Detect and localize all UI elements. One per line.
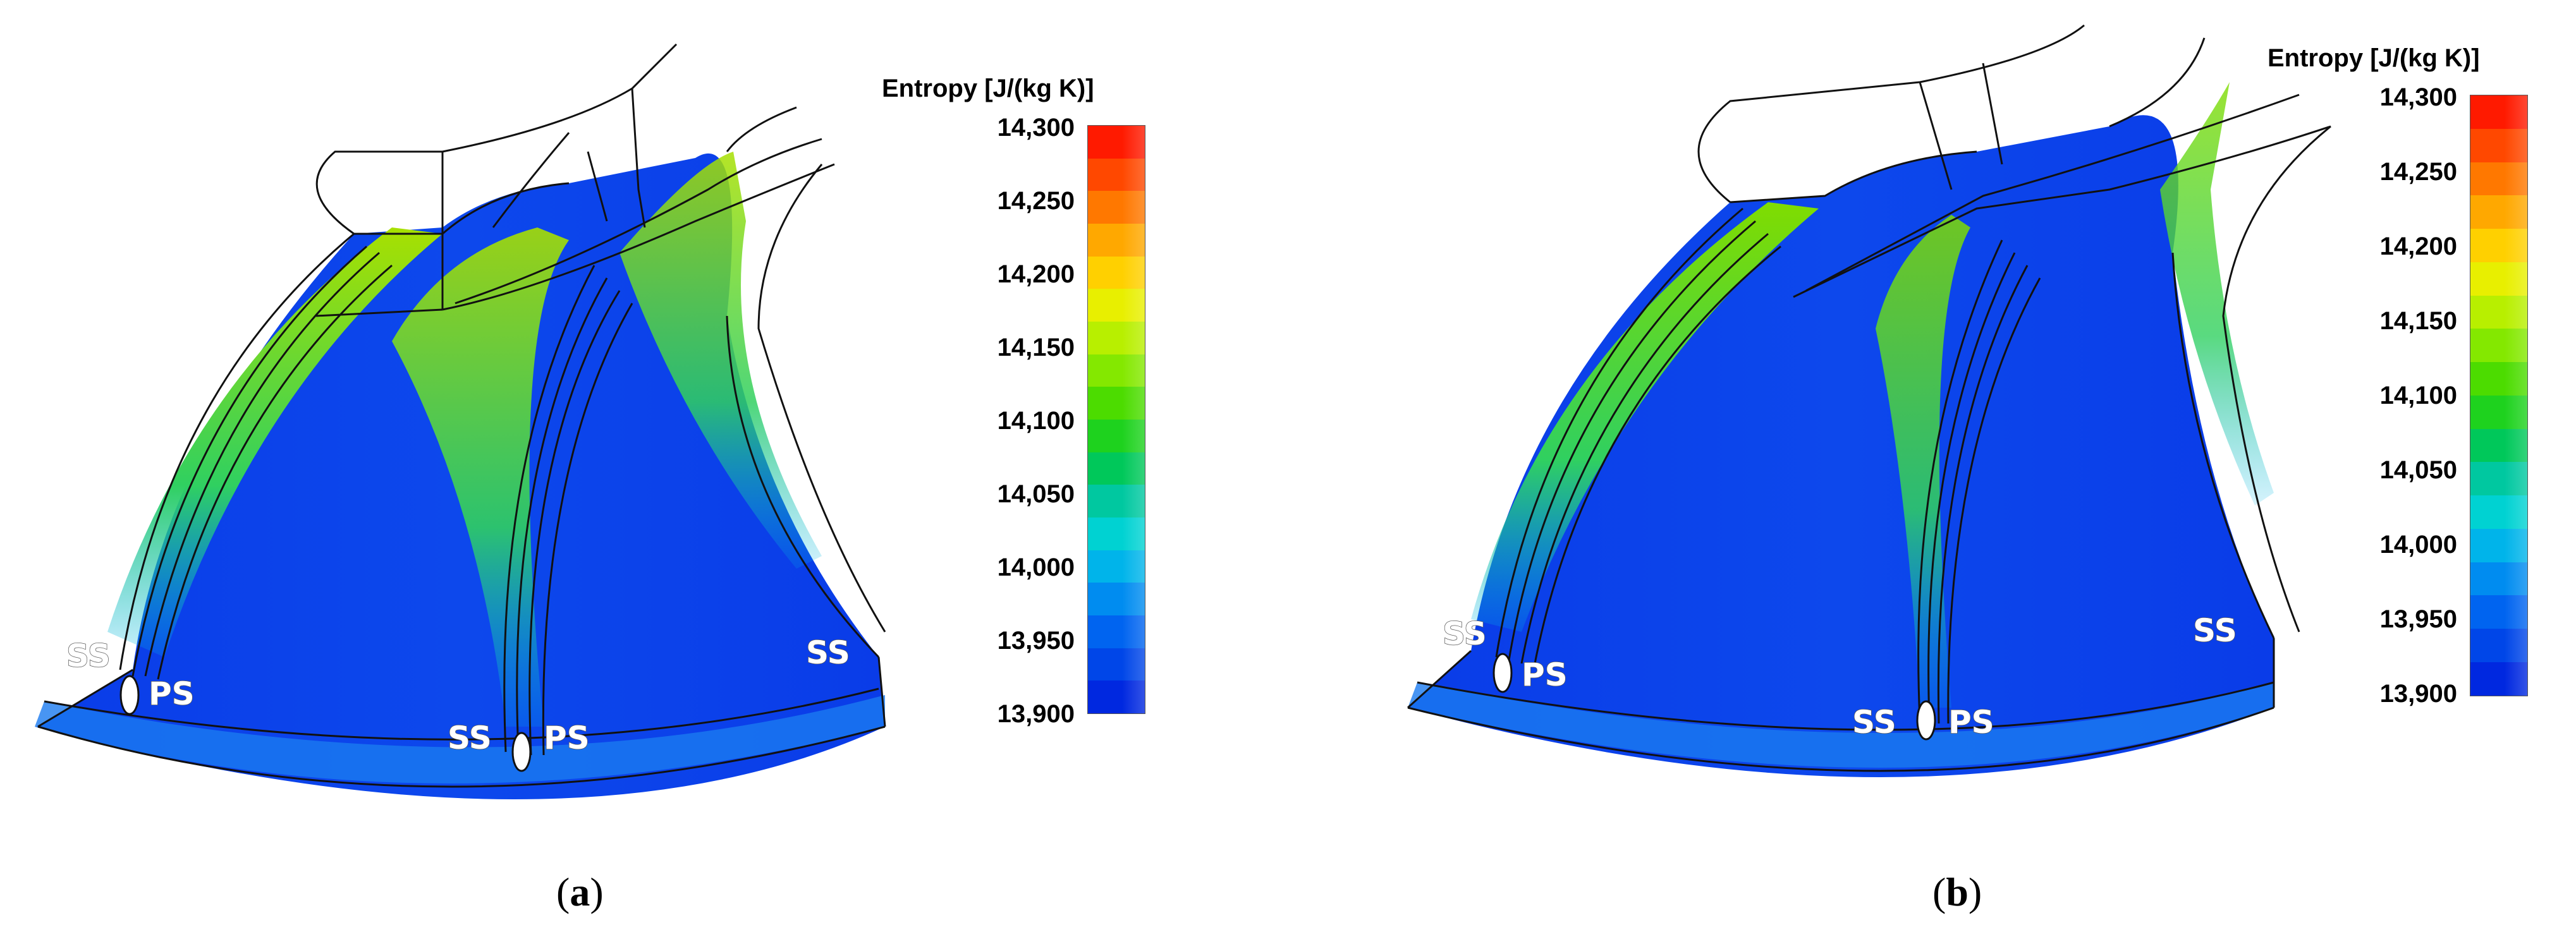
label-ss-mid: SS (448, 720, 492, 756)
wake-band-right (2160, 82, 2274, 505)
wake-band-mid (1876, 215, 1970, 708)
label-ps-mid: PS (544, 720, 590, 756)
colorbar-tick: 14,200 (997, 260, 1075, 288)
colorbar-segment (2470, 595, 2527, 629)
wake-band-left (107, 227, 443, 657)
blade-tip-mid (1916, 700, 1936, 741)
label-ss-right: SS (806, 634, 850, 671)
colorbar-segment (2470, 229, 2527, 262)
colorbar-segment (2470, 462, 2527, 496)
colorbar-segment (1088, 550, 1145, 583)
passage-field (1408, 115, 2274, 778)
colorbar-tick: 14,150 (2379, 307, 2457, 335)
entropy-contour-plot-b: SS PS SS PS SS (1407, 24, 2331, 778)
blade-tip-left (1492, 653, 1513, 693)
label-ss-right: SS (2193, 612, 2237, 649)
colorbar-segment (2470, 128, 2527, 162)
colorbar-tick: 14,300 (997, 114, 1075, 142)
wake-band-left (1471, 202, 1819, 632)
colorbar-segment (1088, 419, 1145, 452)
colorbar-tick: 14,100 (997, 407, 1075, 435)
colorbar-segment (1088, 354, 1145, 387)
outlet-band (1408, 682, 2274, 768)
panel-b-label: (b) (1932, 869, 1982, 914)
colorbar-a (1087, 125, 1145, 714)
colorbar-tick: 14,300 (2379, 83, 2457, 111)
colorbar-segment (2470, 295, 2527, 329)
colorbar-tick: 14,050 (997, 480, 1075, 508)
wake-band-mid (392, 227, 569, 727)
blade-tip-mid (511, 732, 532, 772)
colorbar-segment (1088, 681, 1145, 713)
panel-b: SS PS SS PS SS Entropy [J/(kg K)] 14,300… (1288, 0, 2575, 944)
colorbar-tick: 13,900 (997, 700, 1075, 728)
blade-tip-left (119, 675, 140, 715)
colorbar-segment (1088, 517, 1145, 550)
colorbar-segment (2470, 629, 2527, 663)
colorbar-segment (1088, 648, 1145, 681)
colorbar-segment (1088, 387, 1145, 420)
panel-a: SS PS SS PS SS Entropy [J/(kg K)] 14,300… (35, 43, 1145, 914)
colorbar-segment (1088, 289, 1145, 322)
panel-a-label: (a) (556, 869, 604, 914)
colorbar-tick: 14,150 (997, 334, 1075, 361)
colorbar-segment (2470, 495, 2527, 529)
label-ss-left: SS (66, 638, 111, 674)
colorbar-tick: 13,950 (2379, 605, 2457, 633)
colorbar-segment (2470, 428, 2527, 463)
colorbar-segment (2470, 562, 2527, 596)
colorbar-segment (1088, 191, 1145, 224)
entropy-contour-plot-a: SS PS SS PS SS (35, 43, 886, 799)
colorbar-segment (2470, 195, 2527, 229)
colorbar-tick: 13,900 (2379, 680, 2457, 708)
colorbar-segment (2470, 262, 2527, 296)
colorbar-tick: 14,100 (2379, 382, 2457, 409)
colorbar-segment (2470, 528, 2527, 562)
colorbar-segment (1088, 223, 1145, 257)
colorbar-segment (2470, 329, 2527, 363)
colorbar-b (2470, 95, 2528, 696)
label-ss-left: SS (1443, 615, 1487, 652)
colorbar-tick: 14,000 (997, 554, 1075, 581)
colorbar-segment (2470, 162, 2527, 196)
colorbar-segment (1088, 321, 1145, 354)
colorbar-segment (1088, 452, 1145, 485)
colorbar-segment (1088, 256, 1145, 289)
colorbar-segment (1088, 583, 1145, 615)
colorbar-segment (2470, 95, 2527, 129)
colorbar-segment (2470, 362, 2527, 396)
label-ps-left: PS (1522, 657, 1568, 693)
colorbar-tick: 14,000 (2379, 531, 2457, 559)
colorbar-segment (2470, 662, 2527, 696)
label-ps-mid: PS (1948, 704, 1994, 741)
colorbar-segment (1088, 615, 1145, 648)
colorbar-tick: 14,200 (2379, 233, 2457, 260)
colorbar-title: Entropy [J/(kg K)] (882, 75, 1094, 102)
colorbar-segment (1088, 485, 1145, 517)
colorbar-tick: 14,250 (2379, 158, 2457, 186)
colorbar-title: Entropy [J/(kg K)] (2268, 44, 2480, 72)
colorbar-tick: 14,250 (997, 187, 1075, 215)
wake-band-right (620, 152, 822, 569)
outlet-band (35, 695, 885, 784)
label-ps-left: PS (149, 675, 195, 712)
colorbar-segment (1088, 126, 1145, 159)
label-ss-mid: SS (1852, 704, 1896, 741)
colorbar-tick: 14,050 (2379, 456, 2457, 484)
colorbar-tick: 13,950 (997, 627, 1075, 655)
colorbar-segment (1088, 158, 1145, 191)
colorbar-segment (2470, 395, 2527, 429)
